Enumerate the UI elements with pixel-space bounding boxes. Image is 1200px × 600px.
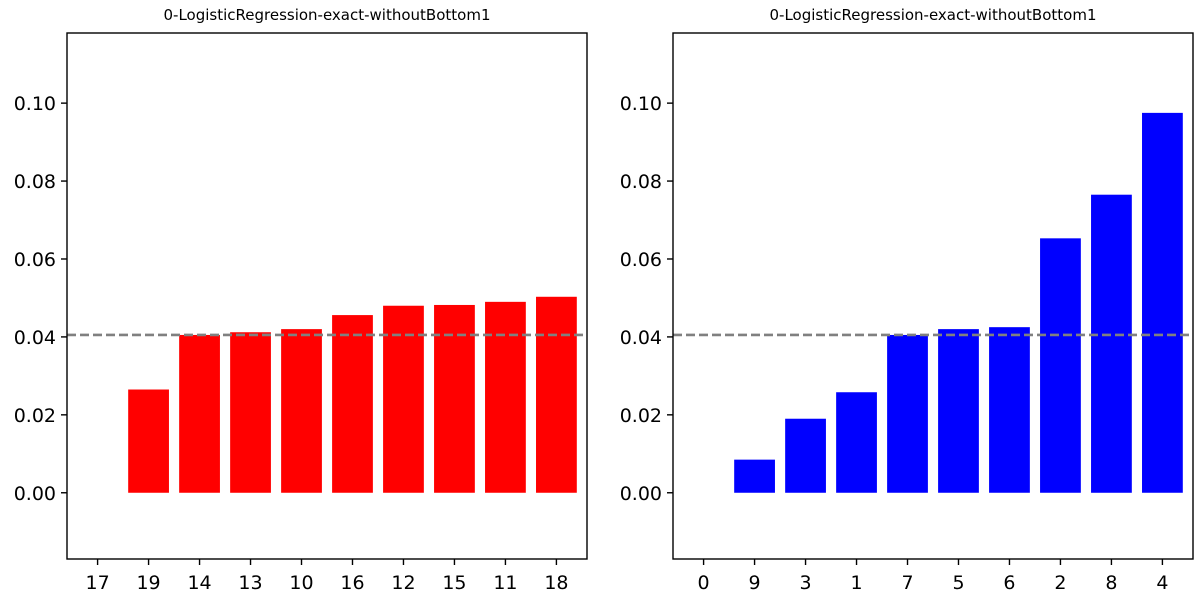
y-tick-label: 0.04 (14, 327, 56, 349)
bar-14 (179, 334, 220, 493)
y-tick-label: 0.00 (14, 483, 56, 505)
x-tick-label: 1 (850, 572, 862, 594)
bar-3 (785, 418, 826, 493)
bar-11 (485, 301, 526, 493)
bar-16 (332, 315, 373, 493)
y-tick-label: 0.06 (620, 249, 662, 271)
x-tick-label: 5 (952, 572, 964, 594)
x-tick-label: 10 (289, 572, 313, 594)
x-tick-label: 3 (800, 572, 812, 594)
chart-title: 0-LogisticRegression-exact-withoutBottom… (163, 6, 490, 24)
bar-15 (434, 304, 475, 493)
x-tick-label: 14 (187, 572, 211, 594)
bar-7 (887, 334, 928, 493)
bar-18 (536, 296, 577, 493)
y-tick-label: 0.06 (14, 249, 56, 271)
bar-8 (1091, 194, 1132, 493)
y-tick-label: 0.08 (620, 171, 662, 193)
y-tick-label: 0.02 (620, 405, 662, 427)
bar-6 (989, 327, 1030, 493)
chart-title: 0-LogisticRegression-exact-withoutBottom… (769, 6, 1096, 24)
y-tick-label: 0.10 (620, 93, 662, 115)
x-tick-label: 17 (85, 572, 109, 594)
y-tick-label: 0.08 (14, 171, 56, 193)
x-tick-label: 9 (749, 572, 761, 594)
bar-19 (128, 389, 169, 493)
bar-1 (836, 392, 877, 493)
bar-2 (1040, 238, 1081, 493)
x-tick-label: 15 (442, 572, 466, 594)
y-tick-label: 0.02 (14, 405, 56, 427)
y-tick-label: 0.04 (620, 327, 662, 349)
x-tick-label: 7 (901, 572, 913, 594)
x-tick-label: 11 (493, 572, 517, 594)
x-tick-label: 0 (698, 572, 710, 594)
bar-5 (938, 329, 979, 493)
plot-frame (66, 32, 588, 560)
chart-panel-2: 0.00 0.02 0.04 0.06 0.08 0.10 0 9 3 1 7 5 6 2 8 4 0-Logi… (620, 6, 1194, 594)
x-tick-label: 13 (238, 572, 262, 594)
x-tick-label: 19 (136, 572, 160, 594)
bar-9 (734, 459, 775, 493)
x-tick-label: 8 (1105, 572, 1117, 594)
bar-13 (230, 332, 271, 493)
x-tick-label: 12 (391, 572, 415, 594)
bar-12 (383, 305, 424, 493)
y-tick-label: 0.00 (620, 483, 662, 505)
chart-panel-1: 0.00 0.02 0.04 0.06 0.08 0.10 17 19 14 13 10 16 12 15… (14, 6, 588, 594)
plot-frame (672, 32, 1194, 560)
y-tick-label: 0.10 (14, 93, 56, 115)
bar-10 (281, 329, 322, 493)
x-tick-label: 16 (340, 572, 364, 594)
x-tick-label: 2 (1054, 572, 1066, 594)
x-tick-label: 6 (1003, 572, 1015, 594)
x-tick-label: 18 (544, 572, 568, 594)
bar-4 (1142, 112, 1183, 493)
x-tick-label: 4 (1156, 572, 1168, 594)
